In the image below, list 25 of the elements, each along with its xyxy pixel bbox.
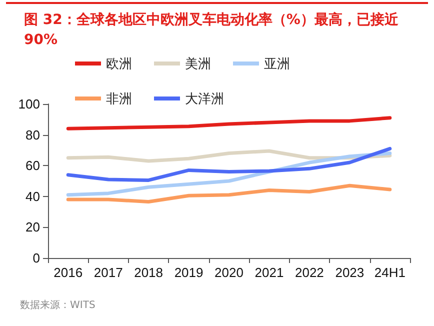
source-note: 数据来源：WITS: [19, 298, 96, 312]
x-tick-label: 2023: [335, 265, 364, 280]
x-tick-label: 2019: [174, 265, 204, 280]
y-tick-label: 20: [26, 220, 40, 235]
x-tick-label: 24H1: [374, 265, 406, 280]
x-tick-label: 2021: [254, 265, 284, 280]
legend-label: 大洋洲: [185, 91, 224, 106]
legend-label: 欧洲: [106, 56, 132, 71]
legend-label: 美洲: [185, 56, 211, 71]
line-series: [66, 184, 392, 204]
line-series: [66, 146, 392, 182]
legend-label: 非洲: [106, 91, 132, 106]
chart-title: 图 32：全球各地区中欧洲叉车电动化率（%）最高，已接近90%: [6, 2, 428, 52]
y-tick-label: 100: [18, 96, 40, 112]
x-tick-label: 2018: [134, 265, 164, 280]
y-tick-label: 40: [26, 188, 40, 204]
y-tick-label: 80: [26, 127, 40, 142]
x-tick-label: 2020: [214, 265, 244, 280]
x-tick-label: 2022: [294, 265, 324, 280]
x-tick-label: 2016: [54, 265, 83, 280]
y-tick-label: 0: [32, 250, 40, 266]
line-series: [66, 116, 392, 130]
legend-label: 亚洲: [264, 56, 290, 71]
x-tick-label: 2017: [94, 265, 123, 280]
y-tick-label: 60: [26, 158, 40, 174]
